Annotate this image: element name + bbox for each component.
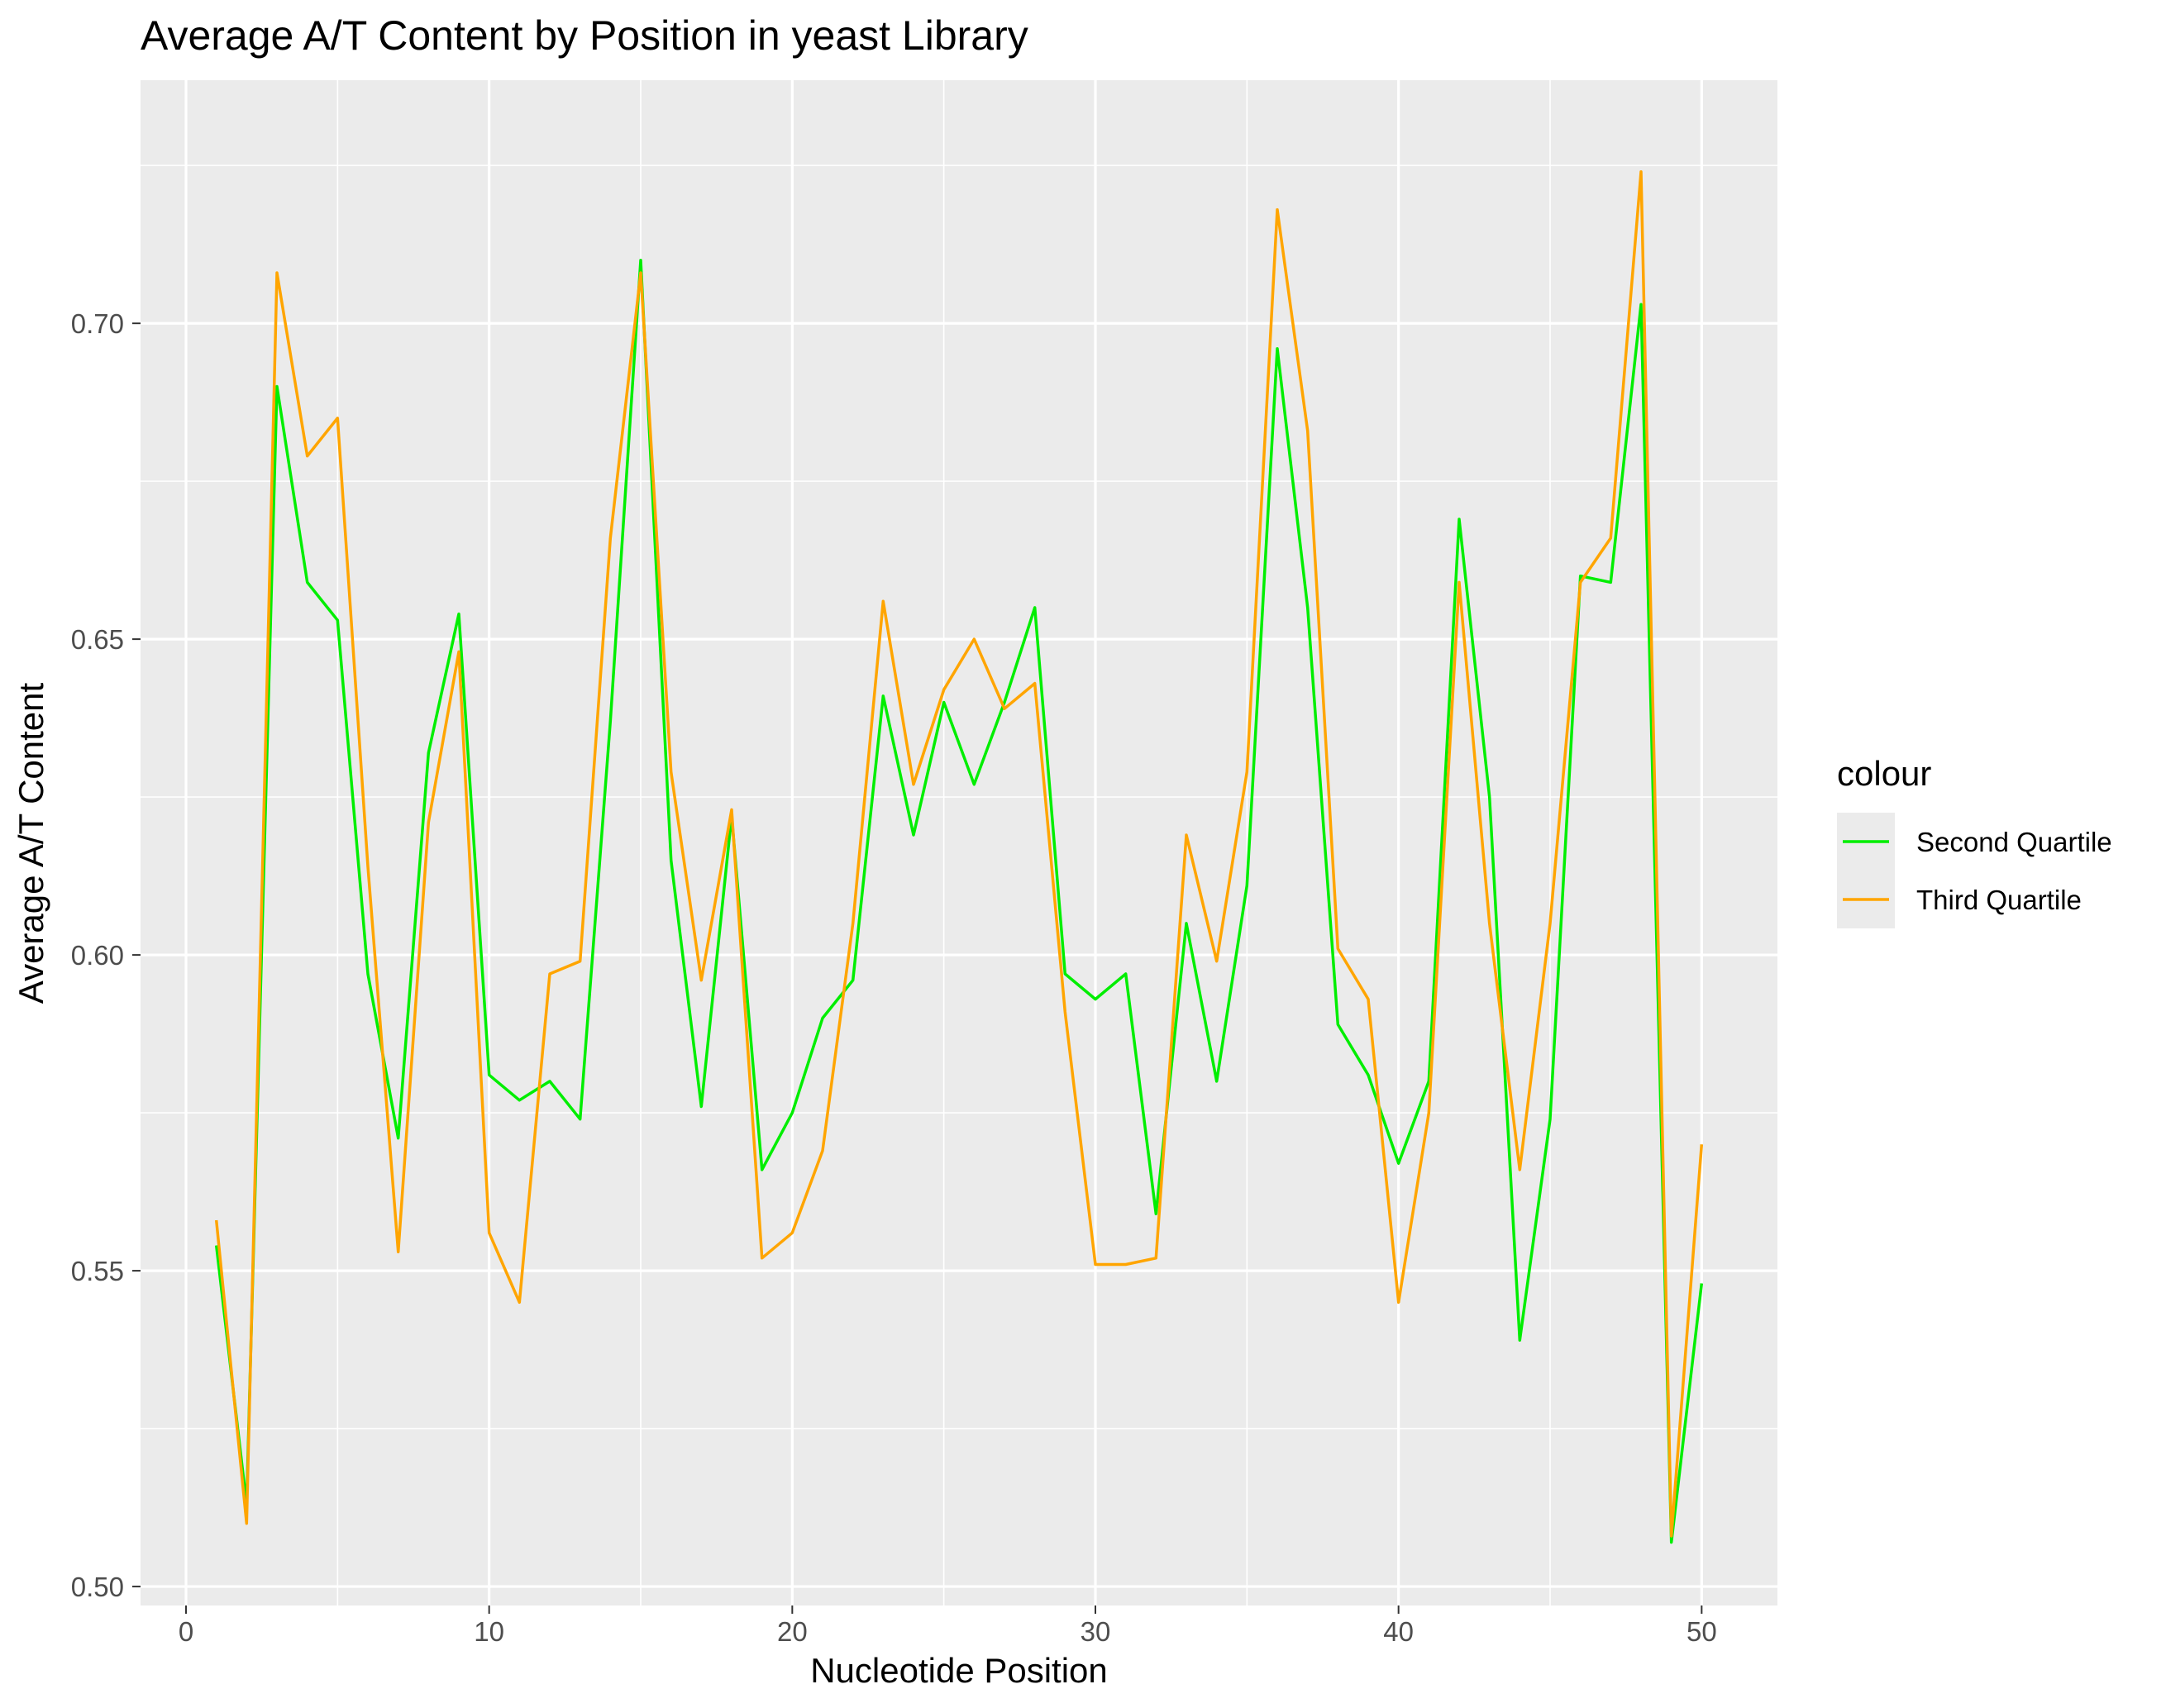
x-tick-label: 0 — [179, 1616, 193, 1647]
y-tick-label: 0.55 — [71, 1256, 124, 1286]
y-tick-label: 0.60 — [71, 940, 124, 971]
series-line-2 — [214, 170, 1704, 1538]
x-tick-label: 50 — [1687, 1616, 1717, 1647]
y-axis: 0.50 0.55 0.60 0.65 0.70 — [71, 308, 141, 1602]
series-lines — [214, 170, 1704, 1544]
y-tick-label: 0.65 — [71, 624, 124, 655]
minor-gridlines — [141, 80, 1777, 1605]
chart-title: Average A/T Content by Position in yeast… — [141, 12, 1028, 59]
x-axis: 0 10 20 30 40 50 — [179, 1605, 1717, 1647]
x-tick-label: 20 — [777, 1616, 808, 1647]
legend-title: colour — [1837, 754, 1931, 793]
y-tick-label: 0.50 — [71, 1572, 124, 1602]
plot-panel — [141, 80, 1777, 1605]
x-tick-label: 10 — [474, 1616, 504, 1647]
x-axis-title: Nucleotide Position — [810, 1651, 1108, 1690]
x-tick-label: 30 — [1081, 1616, 1111, 1647]
x-tick-label: 40 — [1383, 1616, 1414, 1647]
legend-label: Second Quartile — [1916, 827, 2112, 857]
legend: colour Second Quartile Third Quartile — [1837, 754, 2112, 928]
y-axis-title: Average A/T Content — [12, 682, 50, 1004]
legend-label: Third Quartile — [1916, 885, 2082, 915]
y-tick-label: 0.70 — [71, 308, 124, 339]
series-line-1 — [214, 258, 1704, 1544]
legend-items: Second Quartile Third Quartile — [1837, 813, 2112, 928]
